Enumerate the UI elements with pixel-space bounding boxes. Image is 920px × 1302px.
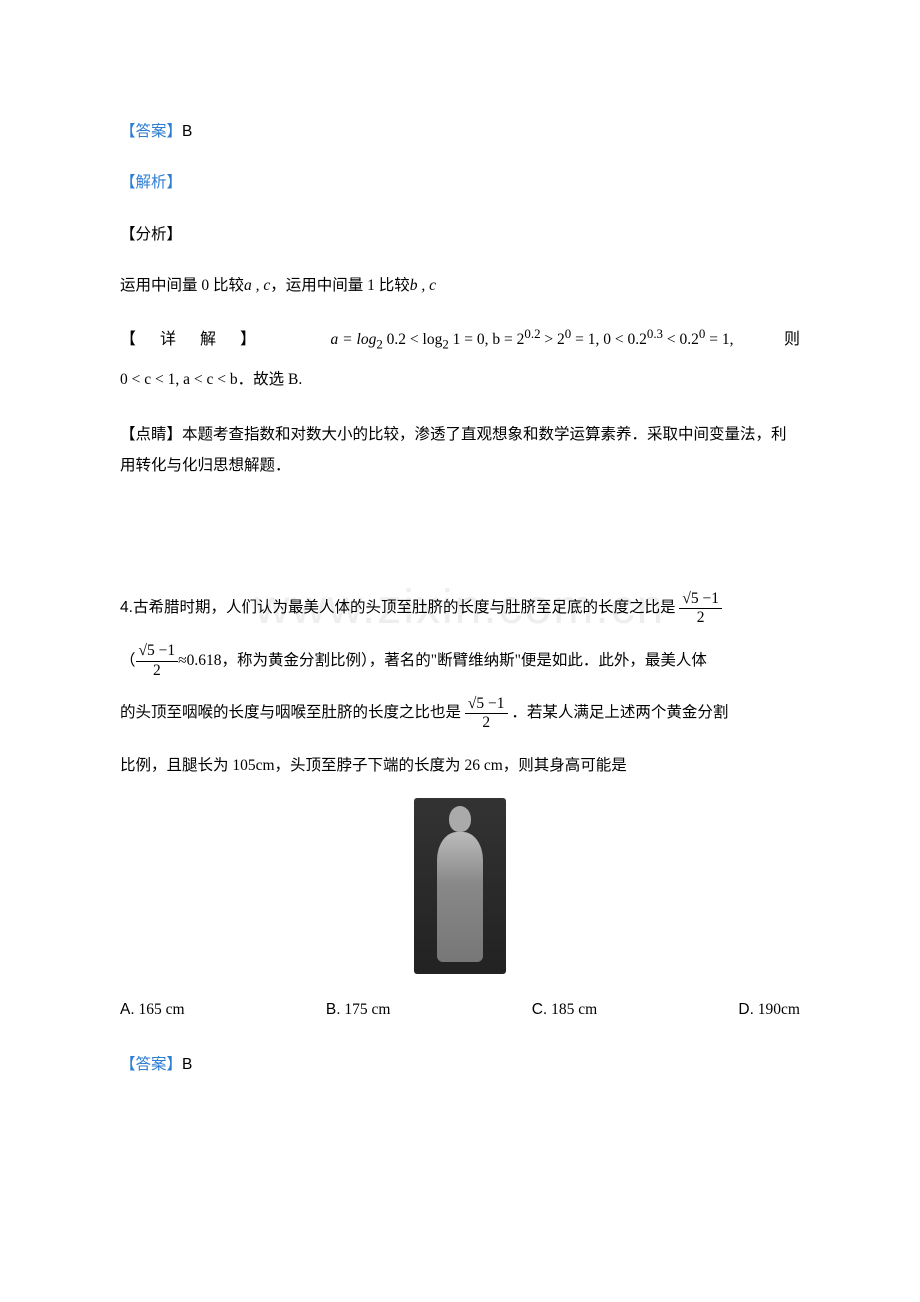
frac-den: 2 [679, 609, 722, 628]
q3-answer: 【答案】B [120, 120, 800, 143]
q4-number: 4. [120, 599, 133, 616]
q4-answer-label: 【答案】 [120, 1056, 182, 1073]
fenxi-bc: b , c [410, 277, 436, 294]
detail-math-b: 0 < c < 1, a < c < b [120, 371, 238, 388]
m-a5: = 1, 0 < 0.2 [571, 331, 647, 348]
frac-den-3: 2 [465, 714, 508, 733]
opt-a-label: A. [120, 1001, 135, 1018]
q4-line4: 比例，且腿长为 105cm，头顶至脖子下端的长度为 26 cm，则其身高可能是 [120, 747, 800, 784]
sup03: 0.3 [647, 326, 663, 341]
q4-frac2: √5 −1 2 [136, 642, 179, 680]
answer-label: 【答案】 [120, 123, 182, 140]
opt-c-label: C. [532, 1001, 548, 1018]
q4-frac3: √5 −1 2 [465, 695, 508, 733]
dianjing-label: 【点睛】 [120, 426, 182, 443]
q3-analysis-label: 【解析】 [120, 171, 800, 194]
analysis-label: 【解析】 [120, 174, 182, 191]
opt-b-label: B. [326, 1001, 341, 1018]
detail-conclusion: ．故选 B. [238, 371, 303, 388]
m-a3: 1 = 0, b = 2 [449, 331, 525, 348]
q4-line1: 4.古希腊时期，人们认为最美人体的头顶至肚脐的长度与肚脐至足底的长度之比是 √5… [120, 589, 800, 628]
q3-detail-line2: 0 < c < 1, a < c < b．故选 B. [120, 368, 800, 391]
opt-d-label: D. [738, 1001, 754, 1018]
option-d: D. 190cm [738, 1001, 800, 1019]
q4-text2a: （ [120, 652, 136, 669]
opt-a-text: 165 cm [139, 1001, 185, 1018]
sup02: 0.2 [524, 326, 540, 341]
q4-line3: 的头顶至咽喉的长度与咽喉至肚脐的长度之比也是 √5 −1 2 ．若某人满足上述两… [120, 694, 800, 733]
option-a: A. 165 cm [120, 1001, 185, 1019]
m-a6: < 0.2 [663, 331, 699, 348]
q3-fenxi-text: 运用中间量 0 比较a , c，运用中间量 1 比较b , c [120, 274, 800, 297]
q4-text4: 比例，且腿长为 105cm，头顶至脖子下端的长度为 26 cm，则其身高可能是 [120, 757, 627, 774]
m-a7: = 1, [705, 331, 733, 348]
dianjing-text: 本题考查指数和对数大小的比较，渗透了直观想象和数学运算素养．采取中间变量法，利用… [120, 426, 787, 474]
q4-text1: 古希腊时期，人们认为最美人体的头顶至肚脐的长度与肚脐至足底的长度之比是 [133, 599, 676, 616]
detail-label: 【详解】 [120, 325, 280, 349]
q4-frac1: √5 −1 2 [679, 590, 722, 628]
opt-b-text: 175 cm [344, 1001, 390, 1018]
q4-text3a: 的头顶至咽喉的长度与咽喉至肚脐的长度之比也是 [120, 704, 461, 721]
fenxi-ac: a , c [244, 277, 270, 294]
opt-d-text: 190cm [758, 1001, 800, 1018]
q4-text3b: ．若某人满足上述两个黄金分割 [511, 704, 728, 721]
q3-dianjing: 【点睛】本题考查指数和对数大小的比较，渗透了直观想象和数学运算素养．采取中间变量… [120, 419, 800, 481]
q4-answer: 【答案】B [120, 1053, 800, 1076]
q4-text2b: ≈0.618，称为黄金分割比例），著名的"断臂维纳斯"便是如此．此外，最美人体 [178, 652, 707, 669]
q4-options: A. 165 cm B. 175 cm C. 185 cm D. 190cm [120, 1001, 800, 1019]
q3-fenxi-label: 【分析】 [120, 223, 800, 246]
opt-c-text: 185 cm [551, 1001, 597, 1018]
spacer [120, 509, 800, 589]
statue-image [120, 798, 800, 979]
frac-den-2: 2 [136, 662, 179, 681]
option-c: C. 185 cm [532, 1001, 597, 1019]
fenxi-text-2: ，运用中间量 1 比较 [270, 277, 410, 294]
m-a4: > 2 [541, 331, 565, 348]
fenxi-label: 【分析】 [120, 226, 182, 243]
venus-statue-icon [414, 798, 506, 974]
q4-block: 4.古希腊时期，人们认为最美人体的头顶至肚脐的长度与肚脐至足底的长度之比是 √5… [120, 589, 800, 784]
q3-detail-line1: 【详解】 a = log2 0.2 < log2 1 = 0, b = 20.2… [120, 325, 800, 352]
q4-line2: （ √5 −1 2 ≈0.618，称为黄金分割比例），著名的"断臂维纳斯"便是如… [120, 642, 800, 681]
frac-num: √5 −1 [679, 590, 722, 610]
detail-math-main: a = log2 0.2 < log2 1 = 0, b = 20.2 > 20… [331, 326, 734, 352]
m-a: a = log [331, 331, 377, 348]
m-a2: 0.2 < log [383, 331, 443, 348]
detail-then: 则 [784, 325, 800, 349]
fenxi-text-1: 运用中间量 0 比较 [120, 277, 244, 294]
q4-answer-value: B [182, 1056, 192, 1073]
option-b: B. 175 cm [326, 1001, 391, 1019]
frac-num-3: √5 −1 [465, 695, 508, 715]
page-content: 【答案】B 【解析】 【分析】 运用中间量 0 比较a , c，运用中间量 1 … [120, 120, 800, 1076]
answer-value: B [182, 123, 192, 140]
frac-num-2: √5 −1 [136, 642, 179, 662]
